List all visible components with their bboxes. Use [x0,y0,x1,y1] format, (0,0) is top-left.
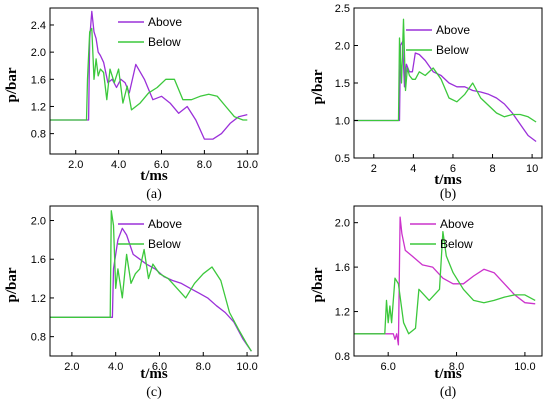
y-tick-label: 2.0 [31,47,46,59]
x-axis-label: t/ms [140,366,168,382]
y-axis-label: p/bar [4,67,20,102]
x-tick-label: 6.0 [154,159,169,171]
x-tick-label: 2.0 [68,159,83,171]
x-axis-label: t/ms [434,172,462,188]
x-tick-label: 2.0 [64,361,79,373]
y-tick-label: 0.5 [335,153,350,165]
legend-label-above: Above [148,217,182,231]
series-line-above [50,10,248,140]
plot-frame [49,7,259,155]
x-axis-label: t/ms [434,366,462,382]
legend-label-below: Below [148,237,181,251]
x-tick-label: 8.0 [197,159,212,171]
legend-label-below: Below [148,35,181,49]
y-tick-label: 1.6 [335,262,350,274]
panel-d: 6.0 8.0 10.0 0.8 1.2 1.6 2.0 p/bar t/ms (d) Above B… [310,205,543,400]
y-tick-label: 1.6 [31,74,46,86]
x-tick-label: 8 [489,163,495,175]
x-tick-label: 4.0 [111,159,126,171]
y-tick-label: 2.4 [31,20,46,32]
y-tick-label: 0.8 [31,129,46,141]
series-line-below [50,210,252,352]
plot-frame [353,205,543,357]
y-tick-label: 2.0 [335,41,350,53]
y-tick-label: 2.0 [335,218,350,230]
legend-label-below: Below [436,43,469,57]
x-tick-label: 10.0 [237,159,258,171]
y-tick-label: 0.8 [31,332,46,344]
panel-a: 2.0 4.0 6.0 8.0 10.0 0.8 1.2 1.6 2.0 2.4 p/bar t/ms… [4,7,259,202]
y-tick-label: 0.8 [335,351,350,363]
y-tick-label: 1.2 [335,307,350,319]
y-axis-label: p/bar [310,69,326,104]
panel-label: (d) [440,385,457,400]
x-tick-label: 10.0 [236,361,257,373]
x-tick-label: 6.0 [152,361,167,373]
x-tick-label: 10 [526,163,538,175]
x-tick-label: 4.0 [108,361,123,373]
x-tick-label: 4 [410,163,416,175]
series-line-below [354,230,536,335]
y-tick-label: 1.2 [31,101,46,113]
panel-label: (a) [146,187,162,202]
legend-label-above: Above [440,217,474,231]
panel-b: 2 4 6 8 10 0.5 1.0 1.5 2.0 2.5 p/bar t/ms(b) Above Be… [310,3,543,202]
series-line-below [50,27,248,121]
y-tick-label: 2.5 [335,3,350,15]
y-tick-label: 1.6 [31,254,46,266]
legend-label-below: Below [440,237,473,251]
x-tick-label: 6.0 [381,361,396,373]
plot-frame [49,205,259,357]
legend-label-above: Above [148,15,182,29]
x-tick-label: 2 [371,163,377,175]
y-axis-label: p/bar [310,267,326,302]
y-tick-label: 2.0 [31,216,46,228]
panel-label: (c) [146,385,162,400]
legend-label-above: Above [436,23,470,37]
x-tick-label: 10.0 [514,361,535,373]
x-tick-label: 8.0 [449,361,464,373]
series-line-above [354,41,537,143]
y-tick-label: 1.0 [335,116,350,128]
x-tick-label: 8.0 [196,361,211,373]
panel-c: 2.0 4.0 6.0 8.0 10.0 0.8 1.2 1.6 2.0 p/bar t/ms (c)… [4,205,259,400]
y-tick-label: 1.5 [335,78,350,90]
series-line-above [354,216,536,346]
x-tick-label: 6 [450,163,456,175]
y-axis-label: p/bar [4,267,20,302]
x-axis-label: t/ms [140,168,168,184]
series-line-below [354,18,537,123]
panel-label: (b) [440,187,457,202]
y-tick-label: 1.2 [31,293,46,305]
